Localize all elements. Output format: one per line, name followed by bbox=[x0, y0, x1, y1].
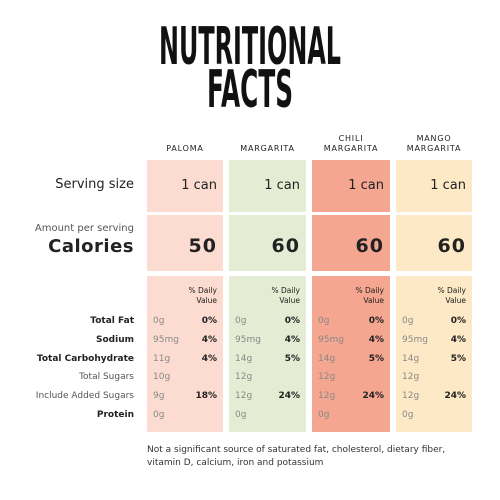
column-panel bbox=[312, 215, 390, 271]
nutrient-amount: 12g bbox=[402, 372, 420, 383]
column-panel bbox=[312, 160, 390, 212]
calories-note: Amount per serving bbox=[34, 223, 134, 234]
nutrient-daily-value: 5% bbox=[368, 353, 384, 364]
nutrient-label: Include Added Sugars bbox=[35, 391, 134, 402]
nutrient-amount: 0g bbox=[318, 316, 330, 326]
nutrient-amount: 14g bbox=[318, 353, 336, 364]
nutrient-amount: 9g bbox=[153, 391, 165, 402]
nutrient-amount: 0g bbox=[235, 316, 247, 326]
footnote: Not a significant source of saturated fa… bbox=[147, 445, 446, 468]
nutrient-amount: 95mg bbox=[153, 334, 179, 345]
nutrient-amount: 14g bbox=[235, 353, 253, 364]
calories-value: 50 bbox=[188, 235, 217, 257]
nutrient-label: Protein bbox=[96, 410, 134, 420]
nutrient-daily-value: 0% bbox=[284, 316, 300, 326]
nutrient-amount: 11g bbox=[153, 353, 171, 364]
title: NUTRITIONAL FACTS bbox=[159, 17, 341, 120]
serving-value: 1 can bbox=[181, 178, 217, 193]
column-panel bbox=[229, 215, 306, 271]
nutrient-amount: 95mg bbox=[318, 334, 344, 345]
column-panel bbox=[396, 160, 472, 212]
daily-value-header: % Daily Value bbox=[188, 286, 218, 305]
nutrient-amount: 0g bbox=[153, 410, 165, 420]
title-line: FACTS bbox=[207, 60, 293, 120]
calories-value: 60 bbox=[437, 235, 466, 257]
column-header: MANGO MARGARITA bbox=[406, 134, 462, 153]
nutrient-amount: 12g bbox=[402, 391, 420, 402]
nutrient-daily-value: 18% bbox=[195, 391, 217, 402]
nutrient-daily-value: 5% bbox=[284, 353, 300, 364]
daily-value-header: % Daily Value bbox=[355, 286, 385, 305]
nutrient-amount: 12g bbox=[235, 372, 253, 383]
nutrient-amount: 95mg bbox=[235, 334, 261, 345]
serving-value: 1 can bbox=[430, 178, 466, 193]
column-panel bbox=[312, 276, 390, 432]
column-header: CHILI MARGARITA bbox=[323, 134, 379, 153]
nutrient-daily-value: 24% bbox=[278, 391, 300, 402]
nutrient-daily-value: 4% bbox=[284, 334, 300, 345]
nutrient-daily-value: 24% bbox=[362, 391, 384, 402]
column-panel bbox=[396, 215, 472, 271]
nutrient-amount: 12g bbox=[318, 372, 336, 383]
nutrient-amount: 95mg bbox=[402, 334, 428, 345]
daily-value-header: % Daily Value bbox=[437, 286, 467, 305]
column-header: MARGARITA bbox=[240, 144, 295, 153]
nutrient-daily-value: 4% bbox=[201, 334, 217, 345]
nutrient-daily-value: 24% bbox=[444, 391, 466, 402]
column-panel bbox=[396, 276, 472, 432]
nutrient-daily-value: 4% bbox=[201, 353, 217, 364]
daily-value-header: % Daily Value bbox=[271, 286, 301, 305]
nutrient-daily-value: 0% bbox=[450, 316, 466, 326]
nutrient-amount: 0g bbox=[402, 410, 414, 420]
nutrient-daily-value: 4% bbox=[368, 334, 384, 345]
serving-value: 1 can bbox=[264, 178, 300, 193]
nutrient-amount: 14g bbox=[402, 353, 420, 364]
nutrient-amount: 12g bbox=[318, 391, 336, 402]
nutrient-label: Total Fat bbox=[90, 316, 134, 326]
nutrient-daily-value: 5% bbox=[450, 353, 466, 364]
title-line: NUTRITIONAL bbox=[159, 17, 341, 77]
column-panel bbox=[147, 160, 223, 212]
nutrient-daily-value: 0% bbox=[368, 316, 384, 326]
serving-value: 1 can bbox=[348, 178, 384, 193]
nutrient-label: Total Carbohydrate bbox=[36, 353, 134, 364]
nutrient-amount: 0g bbox=[402, 316, 414, 326]
nutrient-label: Total Sugars bbox=[79, 372, 134, 383]
column-header: PALOMA bbox=[166, 144, 204, 153]
nutrient-amount: 12g bbox=[235, 391, 253, 402]
column-panel bbox=[147, 276, 223, 432]
nutrient-amount: 10g bbox=[153, 372, 171, 383]
column-panel bbox=[229, 160, 306, 212]
nutrient-amount: 0g bbox=[235, 410, 247, 420]
calories-value: 60 bbox=[271, 235, 300, 257]
nutrient-amount: 0g bbox=[153, 316, 165, 326]
calories-value: 60 bbox=[355, 235, 384, 257]
column-panel bbox=[147, 215, 223, 271]
nutrient-label: Sodium bbox=[96, 334, 134, 345]
calories-label: Calories bbox=[48, 236, 134, 257]
nutrient-daily-value: 0% bbox=[201, 316, 217, 326]
column-panel bbox=[229, 276, 306, 432]
nutrient-daily-value: 4% bbox=[450, 334, 466, 345]
serving-label: Serving size bbox=[55, 177, 134, 192]
nutrient-amount: 0g bbox=[318, 410, 330, 420]
